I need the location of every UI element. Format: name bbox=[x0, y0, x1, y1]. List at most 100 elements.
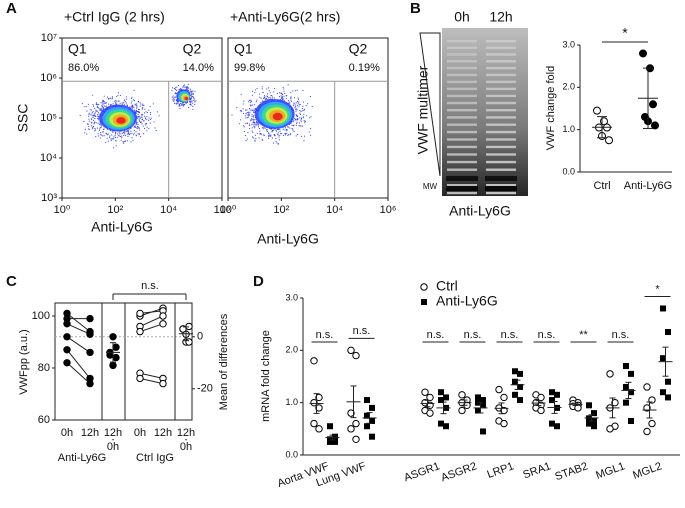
event-dot bbox=[88, 128, 90, 130]
quadrant-percent: 0.19% bbox=[349, 62, 380, 74]
lane-label: 0h bbox=[454, 9, 470, 25]
gel-band bbox=[486, 46, 516, 50]
event-dot bbox=[132, 139, 134, 141]
y-tick-label: 10⁵ bbox=[40, 112, 57, 124]
event-dot bbox=[139, 105, 141, 107]
event-dot bbox=[156, 111, 158, 113]
event-dot bbox=[101, 106, 103, 108]
event-dot bbox=[294, 97, 296, 99]
y-tick-label: 3.0 bbox=[285, 292, 298, 302]
event-dot bbox=[265, 99, 267, 101]
event-dot bbox=[192, 90, 194, 92]
x-tick-label: 10⁶ bbox=[380, 204, 397, 216]
event-dot bbox=[150, 117, 152, 119]
event-dot bbox=[273, 129, 275, 131]
event-dot bbox=[190, 90, 192, 92]
event-dot bbox=[252, 121, 254, 123]
x-tick-label: SRA1 bbox=[521, 460, 552, 481]
y2-tick-label: -20 bbox=[197, 383, 213, 395]
event-dot bbox=[254, 92, 256, 94]
event-dot bbox=[176, 103, 178, 105]
event-dot bbox=[91, 113, 93, 115]
event-dot bbox=[106, 137, 108, 139]
event-dot bbox=[283, 90, 285, 92]
significance-label: * bbox=[622, 25, 628, 41]
event-dot bbox=[99, 137, 101, 139]
event-dot bbox=[142, 107, 144, 109]
event-dot bbox=[90, 114, 92, 116]
event-dot bbox=[139, 120, 141, 122]
event-dot bbox=[260, 101, 262, 103]
event-dot bbox=[252, 104, 254, 106]
event-dot bbox=[123, 102, 125, 104]
gel-band bbox=[447, 60, 477, 63]
data-point bbox=[517, 383, 523, 390]
event-dot bbox=[249, 99, 251, 101]
data-point bbox=[327, 423, 333, 430]
x-tick-label: - bbox=[112, 434, 115, 444]
event-dot bbox=[148, 128, 150, 130]
event-dot bbox=[109, 97, 111, 99]
y-tick-label: 60 bbox=[38, 414, 50, 426]
y-tick-label: 1.0 bbox=[285, 397, 298, 407]
event-dot bbox=[130, 106, 132, 108]
event-dot bbox=[182, 102, 184, 104]
event-dot bbox=[258, 137, 260, 139]
event-dot bbox=[271, 130, 273, 132]
event-dot bbox=[121, 102, 123, 104]
event-dot bbox=[96, 110, 98, 112]
event-dot bbox=[308, 131, 310, 133]
x-tick-label: 12h bbox=[104, 427, 122, 439]
gel-band bbox=[486, 94, 516, 98]
event-dot bbox=[99, 109, 101, 111]
data-point bbox=[606, 370, 614, 378]
event-dot bbox=[119, 131, 121, 133]
x-tick-label: 0h bbox=[180, 441, 192, 453]
event-dot bbox=[176, 100, 178, 102]
event-dot bbox=[107, 140, 109, 142]
event-dot bbox=[114, 100, 116, 102]
event-dot bbox=[251, 130, 253, 132]
event-dot bbox=[246, 114, 248, 116]
event-dot bbox=[277, 128, 279, 130]
event-dot bbox=[182, 105, 184, 107]
y2-axis-label: Mean of differences bbox=[218, 313, 230, 410]
event-dot bbox=[253, 116, 255, 118]
event-dot bbox=[113, 138, 115, 140]
event-dot bbox=[90, 109, 92, 111]
pair-line bbox=[139, 310, 164, 314]
event-dot bbox=[136, 107, 138, 109]
event-dot bbox=[131, 133, 133, 135]
event-dot bbox=[83, 120, 85, 122]
event-dot bbox=[128, 132, 130, 134]
data-point bbox=[364, 397, 370, 404]
data-point bbox=[86, 348, 94, 357]
data-point bbox=[347, 425, 355, 433]
y-tick-label: 0.0 bbox=[562, 166, 575, 176]
event-dot bbox=[261, 138, 263, 140]
difference-point bbox=[112, 353, 120, 362]
event-dot bbox=[144, 127, 146, 129]
event-dot bbox=[176, 86, 178, 88]
event-dot bbox=[145, 124, 147, 126]
event-dot bbox=[253, 118, 255, 120]
event-dot bbox=[116, 103, 118, 105]
event-dot bbox=[149, 122, 151, 124]
data-point bbox=[660, 389, 666, 396]
event-dot bbox=[185, 87, 187, 89]
event-dot bbox=[121, 137, 123, 139]
event-dot bbox=[192, 96, 194, 98]
event-dot bbox=[125, 135, 127, 137]
event-dot bbox=[258, 93, 260, 95]
event-dot bbox=[181, 103, 183, 105]
event-dot bbox=[103, 128, 105, 130]
plot-frame bbox=[54, 302, 193, 421]
event-dot bbox=[175, 99, 177, 101]
gel-band bbox=[486, 101, 516, 105]
legend-marker bbox=[420, 283, 428, 291]
event-dot bbox=[245, 140, 247, 142]
event-dot bbox=[297, 119, 299, 121]
group-label: Anti-Ly6G bbox=[58, 452, 107, 464]
event-dot bbox=[114, 134, 116, 136]
event-dot bbox=[175, 96, 177, 98]
